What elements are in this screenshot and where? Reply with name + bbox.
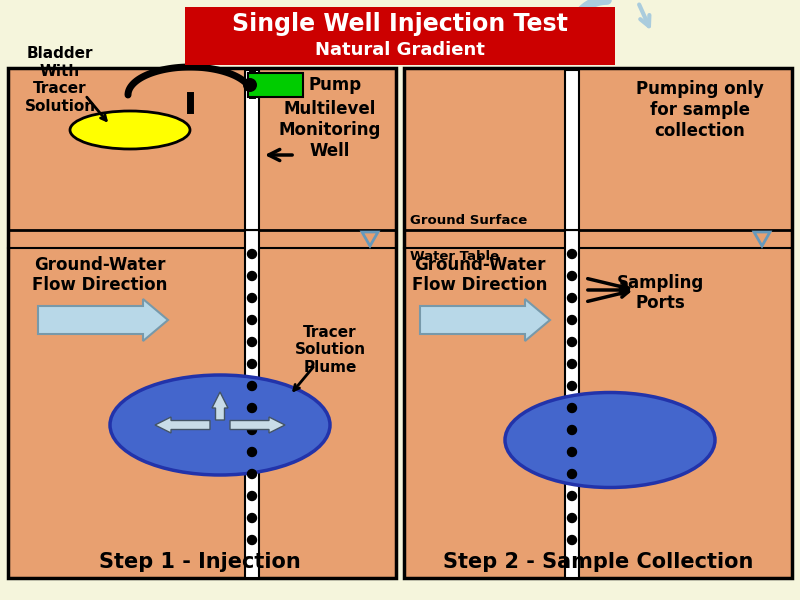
Circle shape bbox=[247, 491, 257, 500]
Text: Tracer
Solution
Plume: Tracer Solution Plume bbox=[294, 325, 366, 375]
Text: Step 1 - Injection: Step 1 - Injection bbox=[99, 552, 301, 572]
FancyArrow shape bbox=[230, 417, 285, 433]
Circle shape bbox=[247, 359, 257, 368]
Circle shape bbox=[247, 448, 257, 457]
FancyArrow shape bbox=[38, 299, 168, 341]
Circle shape bbox=[247, 514, 257, 523]
Text: Multilevel
Monitoring
Well: Multilevel Monitoring Well bbox=[279, 100, 381, 160]
Ellipse shape bbox=[70, 111, 190, 149]
Circle shape bbox=[567, 535, 577, 545]
Circle shape bbox=[247, 316, 257, 325]
Circle shape bbox=[567, 403, 577, 413]
Bar bbox=[565, 70, 579, 230]
Circle shape bbox=[247, 337, 257, 346]
Circle shape bbox=[567, 425, 577, 434]
Text: Step 2 - Sample Collection: Step 2 - Sample Collection bbox=[443, 552, 753, 572]
Text: Natural Gradient: Natural Gradient bbox=[315, 41, 485, 59]
Circle shape bbox=[567, 382, 577, 391]
Ellipse shape bbox=[505, 392, 715, 487]
Bar bbox=[245, 70, 259, 230]
Circle shape bbox=[567, 316, 577, 325]
Circle shape bbox=[247, 250, 257, 259]
Ellipse shape bbox=[110, 375, 330, 475]
FancyArrow shape bbox=[155, 417, 210, 433]
Circle shape bbox=[247, 425, 257, 434]
FancyArrow shape bbox=[420, 299, 550, 341]
Circle shape bbox=[247, 403, 257, 413]
Text: Ground-Water
Flow Direction: Ground-Water Flow Direction bbox=[412, 256, 548, 295]
Circle shape bbox=[567, 293, 577, 302]
Text: Single Well Injection Test: Single Well Injection Test bbox=[232, 12, 568, 36]
Text: Sampling
Ports: Sampling Ports bbox=[616, 274, 704, 313]
Circle shape bbox=[247, 271, 257, 280]
Bar bbox=[565, 230, 579, 578]
Circle shape bbox=[567, 250, 577, 259]
Circle shape bbox=[567, 491, 577, 500]
FancyArrow shape bbox=[212, 392, 228, 420]
Circle shape bbox=[243, 78, 257, 92]
Bar bbox=[8, 68, 396, 578]
Bar bbox=[245, 230, 259, 578]
Circle shape bbox=[567, 271, 577, 280]
Circle shape bbox=[247, 293, 257, 302]
Text: Bladder
With
Tracer
Solution: Bladder With Tracer Solution bbox=[25, 46, 95, 113]
Text: Ground Surface: Ground Surface bbox=[410, 214, 527, 227]
Circle shape bbox=[567, 337, 577, 346]
Circle shape bbox=[567, 514, 577, 523]
Circle shape bbox=[247, 382, 257, 391]
Circle shape bbox=[567, 469, 577, 479]
Circle shape bbox=[567, 359, 577, 368]
Text: Pumping only
for sample
collection: Pumping only for sample collection bbox=[636, 80, 764, 140]
Circle shape bbox=[247, 469, 257, 479]
Bar bbox=[185, 7, 615, 65]
Circle shape bbox=[567, 448, 577, 457]
Text: Ground-Water
Flow Direction: Ground-Water Flow Direction bbox=[32, 256, 168, 295]
Bar bbox=[248, 73, 303, 97]
Bar bbox=[404, 68, 792, 578]
Text: Pump: Pump bbox=[308, 76, 361, 94]
Circle shape bbox=[247, 535, 257, 545]
Text: Water Table: Water Table bbox=[410, 250, 499, 263]
